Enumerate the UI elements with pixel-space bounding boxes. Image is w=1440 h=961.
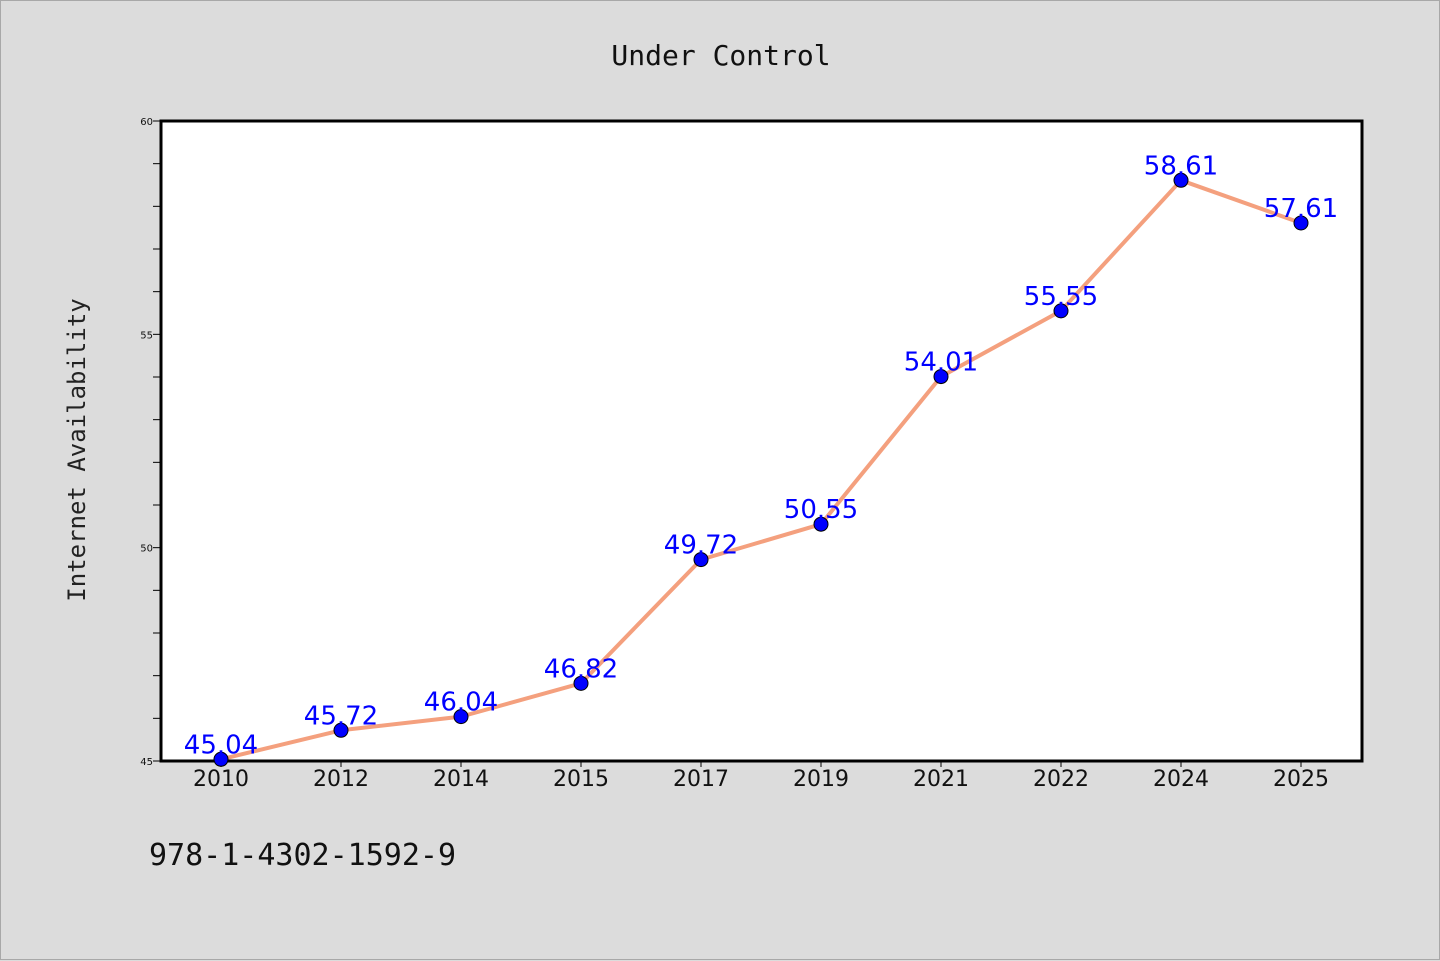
data-label: 55.55 xyxy=(1024,282,1098,312)
x-tick-label: 2017 xyxy=(673,767,729,792)
series-markers xyxy=(213,172,1309,767)
chart-title: Under Control xyxy=(611,39,830,72)
x-tick-label: 2014 xyxy=(433,767,489,792)
data-point xyxy=(1173,172,1189,188)
data-label: 50.55 xyxy=(784,495,858,525)
x-tick-label: 2022 xyxy=(1033,767,1089,792)
x-tick-label: 2015 xyxy=(553,767,609,792)
x-tick-label: 2025 xyxy=(1273,767,1329,792)
data-point xyxy=(1053,303,1069,319)
y-axis-label: Internet Availability xyxy=(63,298,91,601)
footer-isbn: 978-1-4302-1592-9 xyxy=(149,838,456,873)
y-tick-label: 50 xyxy=(140,544,153,555)
data-label: 54.01 xyxy=(904,348,978,378)
data-label: 46.04 xyxy=(424,688,498,718)
data-point xyxy=(813,516,829,532)
x-tick-label: 2019 xyxy=(793,767,849,792)
data-point xyxy=(453,709,469,725)
data-point xyxy=(693,552,709,568)
x-tick-label: 2012 xyxy=(313,767,369,792)
x-tick-label: 2010 xyxy=(193,767,249,792)
data-label: 45.72 xyxy=(304,701,378,731)
x-tick-label: 2021 xyxy=(913,767,969,792)
data-labels: 45.04 45.72 46.04 46.82 49.72 50.55 54.01 55.55… xyxy=(184,151,1338,760)
data-point xyxy=(573,675,589,691)
x-tick-label: 2024 xyxy=(1153,767,1209,792)
data-point xyxy=(1293,215,1309,231)
y-tick-label: 45 xyxy=(140,757,153,768)
data-label: 46.82 xyxy=(544,654,618,684)
data-label: 49.72 xyxy=(664,531,738,561)
y-tick-label: 55 xyxy=(140,330,153,341)
data-point xyxy=(333,722,349,738)
data-point xyxy=(213,751,229,767)
data-point xyxy=(933,369,949,385)
plot-area xyxy=(159,119,1364,763)
series-line xyxy=(220,178,1302,762)
x-axis: 2010 2012 2014 2015 2017 2019 2021 2022 2024 2025 xyxy=(193,761,1329,792)
data-label: 57.61 xyxy=(1264,194,1338,224)
y-tick-label: 60 xyxy=(140,117,153,128)
data-label: 45.04 xyxy=(184,730,258,760)
y-axis: 45 50 55 60 xyxy=(140,117,161,768)
data-label: 58.61 xyxy=(1144,151,1218,181)
